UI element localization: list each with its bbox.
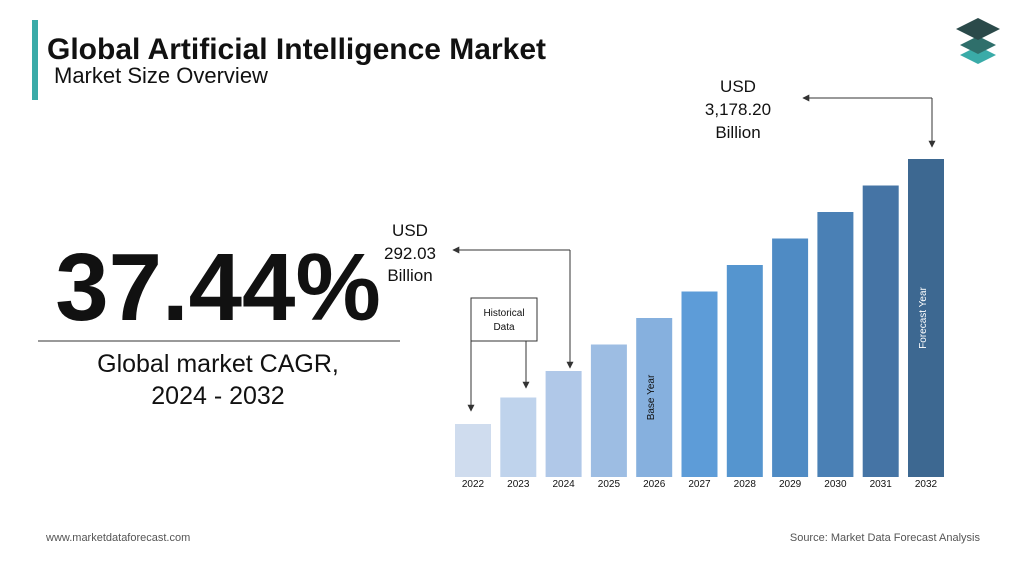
x-tick-label: 2029 <box>779 479 802 490</box>
callout-text: 292.03 <box>384 244 436 263</box>
cagr-value: 37.44% <box>55 234 381 341</box>
x-tick-label: 2026 <box>643 479 666 490</box>
bar <box>455 424 491 477</box>
subtitle: Market Size Overview <box>54 63 268 88</box>
bar-chart: 2022 2023 2024 2025 2026 Base Year 2027 2028 202… <box>455 159 944 490</box>
bar <box>908 159 944 477</box>
callout-text: Billion <box>387 266 432 285</box>
bar <box>817 212 854 477</box>
historical-note: Data <box>493 322 515 333</box>
bar-label: Forecast Year <box>918 286 929 348</box>
bar <box>545 371 582 477</box>
bar <box>590 344 627 477</box>
callout-text: USD <box>392 221 428 240</box>
x-tick-label: 2022 <box>462 479 485 490</box>
callout-text: 3,178.20 <box>705 100 771 119</box>
x-tick-label: 2028 <box>734 479 757 490</box>
x-tick-label: 2032 <box>915 479 938 490</box>
x-tick-label: 2027 <box>688 479 711 490</box>
callout-text: Billion <box>715 123 760 142</box>
title: Global Artificial Intelligence Market <box>47 33 546 66</box>
bar-label: Base Year <box>646 374 657 420</box>
bar <box>500 397 537 477</box>
x-tick-label: 2025 <box>598 479 621 490</box>
cagr-label: 2024 - 2032 <box>151 382 284 410</box>
footer-right: Source: Market Data Forecast Analysis <box>790 532 981 544</box>
x-tick-label: 2024 <box>552 479 575 490</box>
x-tick-label: 2023 <box>507 479 530 490</box>
x-tick-label: 2031 <box>870 479 893 490</box>
historical-note: Historical <box>483 308 524 319</box>
callout-arrows <box>452 94 936 412</box>
logo <box>956 18 1000 64</box>
bar <box>681 291 718 477</box>
bar <box>862 185 899 477</box>
bar <box>636 318 673 477</box>
bar <box>726 265 763 477</box>
x-tick-label: 2030 <box>824 479 847 490</box>
title-accent <box>32 20 38 100</box>
footer-left: www.marketdataforecast.com <box>45 532 190 544</box>
cagr-label: Global market CAGR, <box>97 350 339 378</box>
callout-text: USD <box>720 77 756 96</box>
bar <box>772 238 809 477</box>
